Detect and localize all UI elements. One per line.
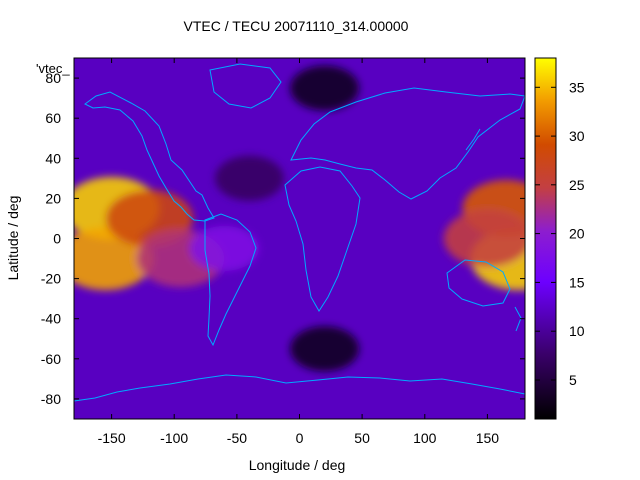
- x-tick-label-4: 50: [354, 430, 370, 446]
- heatmap-feature-9: [290, 65, 360, 111]
- y-tick-label-3: -20: [41, 271, 61, 287]
- y-axis-label: Latitude / deg: [5, 196, 21, 281]
- y-ticks: -80 -60 -40 -20 0 20 40 60 80: [41, 70, 525, 407]
- x-tick-label-6: 150: [476, 430, 500, 446]
- coastline-japan: [465, 128, 481, 151]
- heatmap-feature-7: [443, 210, 525, 267]
- x-tick-label-5: 100: [413, 430, 437, 446]
- y-tick-label-2: -40: [41, 311, 61, 327]
- coastline-eurasia: [290, 87, 525, 200]
- series-label: 'vtec_: [36, 61, 70, 76]
- colorbar-tick-label-2: 15: [569, 274, 585, 290]
- heatmap-feature-4: [189, 226, 259, 271]
- x-ticks: -150 -100 -50 0 50 100 150: [98, 58, 500, 446]
- y-tick-label-1: -60: [41, 351, 61, 367]
- colorbar-tick-label-3: 20: [569, 226, 585, 242]
- y-tick-label-6: 40: [45, 150, 61, 166]
- heatmap-features: [74, 65, 525, 372]
- colorbar-tick-label-5: 30: [569, 128, 585, 144]
- coastlines: [74, 63, 525, 402]
- x-axis-label: Longitude / deg: [249, 457, 346, 473]
- y-tick-label-4: 0: [53, 231, 61, 247]
- coastline-africa: [284, 166, 361, 312]
- y-tick-label-7: 60: [45, 110, 61, 126]
- colorbar: [534, 57, 557, 420]
- colorbar-tick-label-4: 25: [569, 177, 585, 193]
- y-tick-label-5: 20: [45, 190, 61, 206]
- coastline-south-america: [204, 213, 257, 347]
- coastline-antarctica: [74, 374, 525, 402]
- plot-area: [74, 58, 525, 419]
- coastline-new-zealand: [514, 306, 522, 332]
- coastline-greenland: [209, 63, 282, 109]
- colorbar-ticks: 5 10 15 20 25 30 35: [535, 79, 585, 388]
- colorbar-tick-label-0: 5: [569, 372, 577, 388]
- y-tick-label-0: -80: [41, 391, 61, 407]
- x-tick-label-3: 0: [296, 430, 304, 446]
- x-tick-label-2: -50: [227, 430, 247, 446]
- y-tick-label-8: 80: [45, 70, 61, 86]
- heatmap-feature-10: [214, 155, 284, 201]
- heatmap-feature-8: [290, 326, 360, 372]
- x-tick-label-1: -100: [160, 430, 188, 446]
- x-tick-label-0: -150: [98, 430, 126, 446]
- colorbar-tick-label-6: 35: [569, 79, 585, 95]
- chart-title: VTEC / TECU 20071110_314.00000: [184, 18, 409, 34]
- coastline-australia: [446, 259, 511, 307]
- colorbar-tick-label-1: 10: [569, 323, 585, 339]
